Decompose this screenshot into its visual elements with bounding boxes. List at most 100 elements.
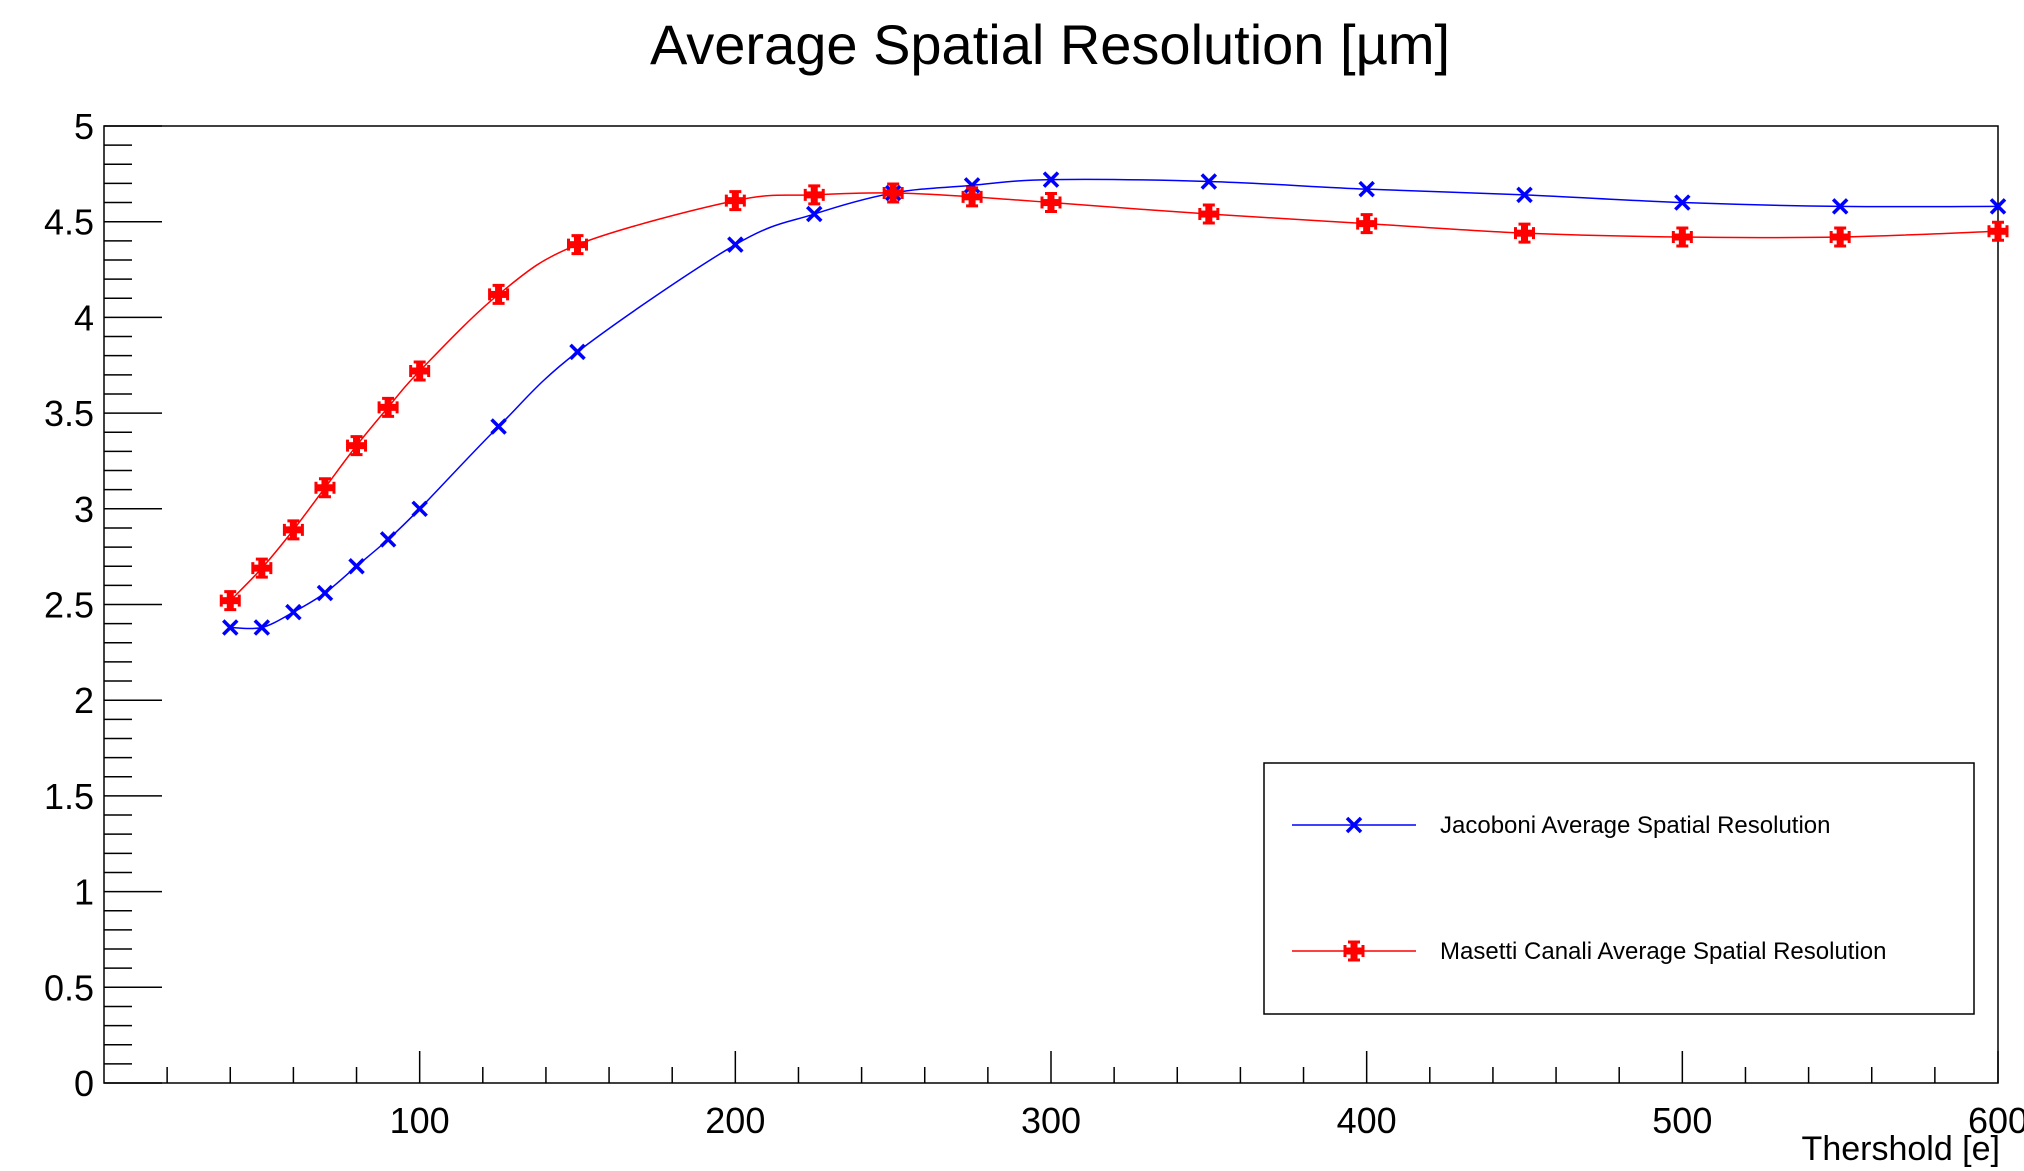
- marker-bar: [1994, 222, 2002, 241]
- marker-stroke: [316, 584, 334, 602]
- data-point: [727, 236, 744, 253]
- marker-stroke: [285, 603, 302, 621]
- legend-marker: [1343, 940, 1365, 962]
- data-point: [1987, 220, 2009, 242]
- marker-stroke: [1516, 186, 1533, 204]
- series-0: [222, 171, 2007, 636]
- legend-box: [1263, 762, 1975, 1015]
- marker-bar: [226, 591, 234, 610]
- marker-stroke: [222, 619, 239, 636]
- data-point: [285, 603, 302, 621]
- marker-cap: [1356, 213, 1378, 235]
- data-point: [314, 477, 336, 499]
- marker-bar: [321, 478, 329, 497]
- marker-cap: [409, 360, 431, 382]
- legend: Jacoboni Average Spatial Resolution Maset…: [1263, 762, 1975, 1015]
- marker-stroke: [490, 418, 507, 435]
- marker-stroke: [1345, 816, 1363, 834]
- marker-cap: [1198, 203, 1220, 225]
- data-point: [490, 418, 507, 435]
- x-tick-label: 400: [1337, 1100, 1397, 1141]
- y-tick-label: 3: [74, 489, 94, 530]
- series-1: [219, 182, 2009, 612]
- marker-stroke: [253, 619, 271, 636]
- marker-cap: [1829, 226, 1851, 248]
- data-point: [1198, 203, 1220, 225]
- marker-stroke: [1989, 198, 2007, 215]
- data-point: [222, 619, 239, 636]
- marker-stroke: [569, 343, 586, 361]
- y-tick-label: 1.5: [44, 776, 94, 817]
- marker-stroke: [727, 236, 744, 253]
- data-point: [409, 360, 431, 382]
- x-tick-label: 600: [1968, 1100, 2024, 1141]
- marker-bar: [968, 187, 976, 206]
- marker-stroke: [1831, 198, 1849, 215]
- legend-entry-1: Masetti Canali Average Spatial Resolutio…: [1292, 938, 1886, 965]
- marker-cap: [1343, 940, 1365, 962]
- data-point: [961, 186, 983, 208]
- data-point: [1356, 213, 1378, 235]
- marker-bar: [1678, 228, 1686, 247]
- marker-bar: [353, 436, 361, 455]
- x-axis-title: Thershold [e]: [1802, 1130, 2000, 1168]
- x-tick-label: 500: [1652, 1100, 1712, 1141]
- data-point: [282, 519, 304, 541]
- marker-bar: [1047, 193, 1055, 212]
- marker-bar: [1350, 942, 1358, 960]
- marker-cap: [346, 435, 368, 457]
- marker-bar: [731, 191, 739, 210]
- marker-cap: [314, 477, 336, 499]
- legend-label: Masetti Canali Average Spatial Resolutio…: [1440, 938, 1886, 965]
- data-point: [316, 584, 334, 602]
- data-point: [488, 283, 510, 305]
- y-tick-label: 0: [74, 1063, 94, 1104]
- series-layer: [219, 171, 2009, 636]
- data-point: [1200, 173, 1218, 190]
- marker-stroke: [1042, 171, 1060, 188]
- marker-cap: [251, 557, 273, 579]
- data-point: [377, 396, 399, 418]
- marker-bar: [1836, 228, 1844, 247]
- y-tick-label: 0.5: [44, 967, 94, 1008]
- marker-stroke: [379, 531, 397, 548]
- marker-cap: [724, 190, 746, 212]
- marker-bar: [416, 361, 424, 380]
- data-point: [882, 182, 904, 204]
- series-line: [230, 178, 1999, 630]
- data-point: [803, 184, 825, 206]
- y-tick-label: 5: [74, 106, 94, 147]
- marker-bar: [889, 183, 897, 202]
- marker-cap: [882, 182, 904, 204]
- marker-stroke: [1200, 173, 1218, 190]
- x-tick-label: 100: [390, 1100, 450, 1141]
- marker-stroke: [806, 205, 823, 223]
- legend-label: Jacoboni Average Spatial Resolution: [1440, 812, 1831, 839]
- data-point: [724, 190, 746, 212]
- y-tick-label: 1: [74, 872, 94, 913]
- marker-cap: [1040, 192, 1062, 214]
- y-tick-label: 2.5: [44, 585, 94, 626]
- marker-cap: [488, 283, 510, 305]
- data-point: [411, 500, 428, 518]
- data-point: [1358, 180, 1375, 198]
- marker-stroke: [1674, 194, 1691, 211]
- marker-stroke: [1358, 180, 1375, 198]
- data-point: [1831, 198, 1849, 215]
- data-point: [1042, 171, 1060, 188]
- data-point: [379, 531, 397, 548]
- marker-cap: [377, 396, 399, 418]
- data-point: [348, 557, 365, 575]
- marker-bar: [258, 559, 266, 578]
- data-point: [1989, 198, 2007, 215]
- marker-cap: [567, 234, 588, 256]
- data-point: [806, 205, 823, 223]
- x-tick-label: 200: [705, 1100, 765, 1141]
- marker-cap: [1987, 220, 2009, 242]
- y-tick-label: 2: [74, 680, 94, 721]
- data-point: [1516, 186, 1533, 204]
- y-tick-label: 3.5: [44, 393, 94, 434]
- marker-cap: [1671, 226, 1693, 248]
- marker-bar: [1363, 214, 1371, 233]
- marker-bar: [384, 398, 392, 417]
